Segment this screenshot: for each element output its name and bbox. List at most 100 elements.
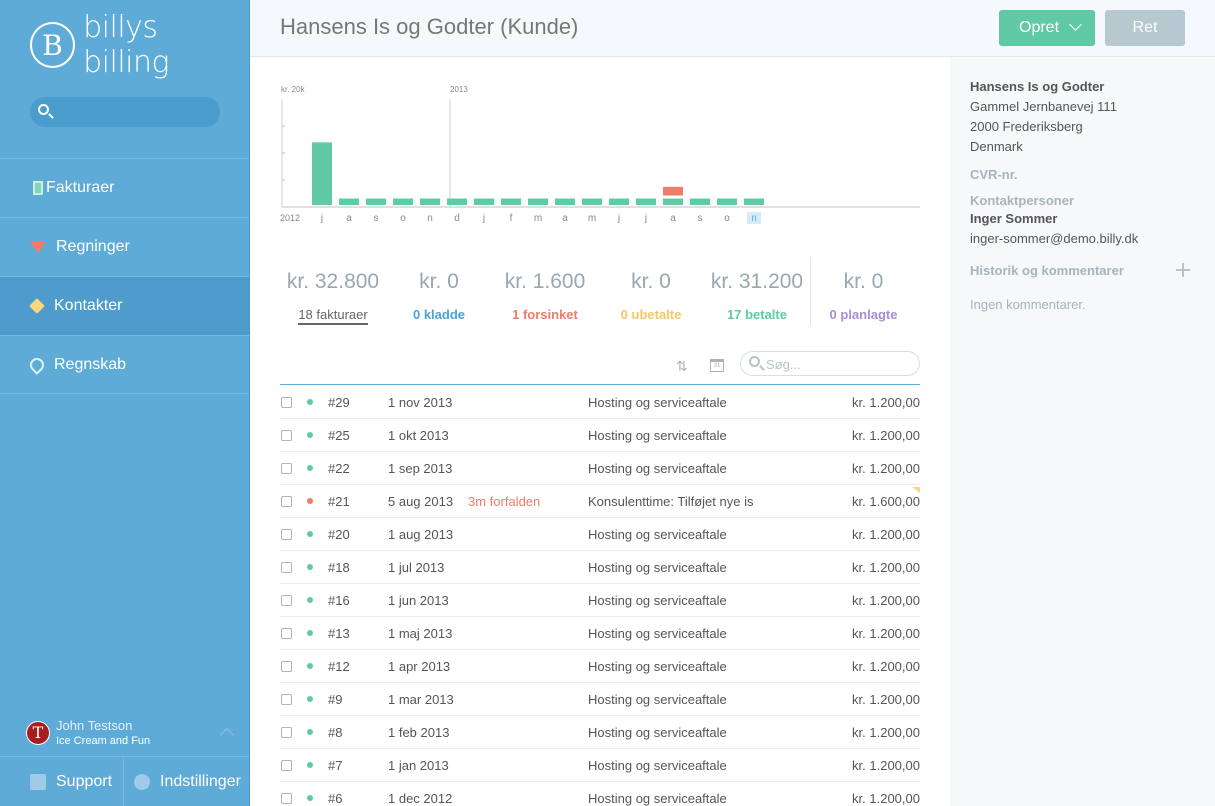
row-checkbox[interactable] <box>281 562 292 573</box>
invoice-date: 1 apr 2013 <box>388 659 451 674</box>
stat-0[interactable]: kr. 32.800 18 fakturaer <box>280 257 386 325</box>
create-button[interactable]: Opret <box>999 10 1095 46</box>
invoice-date: 1 dec 2012 <box>388 791 453 806</box>
add-comment-icon[interactable] <box>1176 263 1190 277</box>
stat-4[interactable]: kr. 31.200 17 betalte <box>704 257 810 325</box>
stat-5[interactable]: kr. 0 0 planlagte <box>810 257 916 325</box>
main-content: kr. 20k 2013 2012 j a s o n d j f m a m j j a s o n kr. 32.… <box>250 57 950 806</box>
support-button[interactable]: Support <box>0 757 124 806</box>
search-icon <box>38 104 49 115</box>
create-label: Opret <box>1019 19 1060 36</box>
invoice-amount: kr. 1.200,00 <box>852 692 920 707</box>
stat-3[interactable]: kr. 0 0 ubetalte <box>598 257 704 325</box>
invoice-amount: kr. 1.200,00 <box>852 758 920 773</box>
gear-icon <box>134 774 150 790</box>
x-tick-label: m <box>534 213 542 224</box>
stat-label: 17 betalte <box>727 307 787 322</box>
list-search[interactable] <box>740 351 920 376</box>
invoice-description: Konsulenttime: Tilføjet nye is <box>588 494 754 509</box>
no-comments: Ingen kommentarer. <box>970 297 1086 312</box>
main-nav: Fakturaer Regninger Kontakter Regnskab <box>0 158 249 394</box>
logo[interactable]: B billys billing <box>30 10 249 80</box>
user-menu[interactable]: T John Testson Ice Cream and Fun <box>26 718 150 747</box>
invoice-description: Hosting og serviceaftale <box>588 527 727 542</box>
nav-item-regnskab[interactable]: Regnskab <box>0 335 249 394</box>
bar <box>447 198 467 205</box>
sidebar-search-input[interactable] <box>58 97 208 127</box>
invoice-number: #18 <box>328 560 350 575</box>
contact-panel: Hansens Is og Godter Gammel Jernbanevej … <box>950 57 1215 806</box>
bar <box>312 142 332 205</box>
user-name: John Testson <box>56 718 133 733</box>
table-row[interactable]: #7 1 jan 2013 Hosting og serviceaftale kr. … <box>280 749 920 782</box>
status-dot <box>307 399 313 405</box>
y-max-label: kr. 20k <box>281 85 306 94</box>
settings-button[interactable]: Indstillinger <box>124 757 241 806</box>
invoice-list: #29 1 nov 2013 Hosting og serviceaftale kr.… <box>280 386 920 806</box>
nav-label: Regnskab <box>54 355 127 373</box>
invoice-description: Hosting og serviceaftale <box>588 725 727 740</box>
settings-label: Indstillinger <box>160 773 241 790</box>
table-row[interactable]: #8 1 feb 2013 Hosting og serviceaftale kr. … <box>280 716 920 749</box>
row-checkbox[interactable] <box>281 430 292 441</box>
row-checkbox[interactable] <box>281 529 292 540</box>
stat-2[interactable]: kr. 1.600 1 forsinket <box>492 257 598 325</box>
row-checkbox[interactable] <box>281 661 292 672</box>
status-dot <box>307 531 313 537</box>
sidebar-search[interactable] <box>30 97 220 127</box>
table-row[interactable]: #20 1 aug 2013 Hosting og serviceaftale kr.… <box>280 518 920 551</box>
x-tick-label: o <box>400 213 406 224</box>
nav-item-regninger[interactable]: Regninger <box>0 217 249 276</box>
list-search-input[interactable] <box>766 355 911 373</box>
table-row[interactable]: #29 1 nov 2013 Hosting og serviceaftale kr.… <box>280 386 920 419</box>
contact-person-email[interactable]: inger-sommer@demo.billy.dk <box>970 231 1139 246</box>
nav-item-kontakter[interactable]: Kontakter <box>0 276 249 335</box>
table-row[interactable]: #18 1 jul 2013 Hosting og serviceaftale kr.… <box>280 551 920 584</box>
stat-1[interactable]: kr. 0 0 kladde <box>386 257 492 325</box>
bar <box>393 198 413 205</box>
invoice-number: #6 <box>328 791 343 806</box>
table-row[interactable]: #25 1 okt 2013 Hosting og serviceaftale kr.… <box>280 419 920 452</box>
x-tick-label: a <box>562 213 568 224</box>
row-checkbox[interactable] <box>281 793 292 804</box>
invoice-date: 5 aug 2013 <box>388 494 454 509</box>
status-dot <box>307 597 313 603</box>
invoice-date: 1 okt 2013 <box>388 428 449 443</box>
cvr-label: CVR-nr. <box>970 167 1018 182</box>
stat-label: 1 forsinket <box>512 307 578 322</box>
table-row[interactable]: #22 1 sep 2013 Hosting og serviceaftale kr.… <box>280 452 920 485</box>
sort-icon[interactable]: ⇅ <box>676 358 688 374</box>
table-row[interactable]: #16 1 jun 2013 Hosting og serviceaftale kr.… <box>280 584 920 617</box>
row-checkbox[interactable] <box>281 727 292 738</box>
x-tick-label: d <box>454 213 460 224</box>
row-checkbox[interactable] <box>281 628 292 639</box>
bar <box>636 198 656 205</box>
table-row[interactable]: #12 1 apr 2013 Hosting og serviceaftale kr.… <box>280 650 920 683</box>
x-tick-label: f <box>510 213 513 224</box>
x-tick-label: n <box>427 213 433 224</box>
table-row[interactable]: #13 1 maj 2013 Hosting og serviceaftale kr.… <box>280 617 920 650</box>
list-toolbar: ⇅ 31 <box>280 349 920 385</box>
chevron-up-icon[interactable] <box>219 727 235 743</box>
row-checkbox[interactable] <box>281 760 292 771</box>
invoice-date: 1 jan 2013 <box>388 758 449 773</box>
nav-label: Regninger <box>56 238 130 255</box>
nav-item-fakturaer[interactable]: Fakturaer <box>0 158 249 217</box>
row-checkbox[interactable] <box>281 694 292 705</box>
invoice-amount: kr. 1.200,00 <box>852 626 920 641</box>
row-checkbox[interactable] <box>281 463 292 474</box>
table-row[interactable]: #21 5 aug 2013 3m forfalden Konsulenttime: … <box>280 485 920 518</box>
calendar-icon[interactable]: 31 <box>710 359 724 372</box>
edit-button[interactable]: Ret <box>1105 10 1185 46</box>
row-checkbox[interactable] <box>281 397 292 408</box>
table-row[interactable]: #9 1 mar 2013 Hosting og serviceaftale kr. … <box>280 683 920 716</box>
invoice-date: 1 aug 2013 <box>388 527 454 542</box>
invoice-description: Hosting og serviceaftale <box>588 461 727 476</box>
status-dot <box>307 564 313 570</box>
invoice-chart: kr. 20k 2013 2012 j a s o n d j f m a m j j a s o n <box>280 81 920 231</box>
invoice-amount: kr. 1.200,00 <box>852 461 920 476</box>
table-row[interactable]: #6 1 dec 2012 Hosting og serviceaftale kr. … <box>280 782 920 806</box>
invoice-number: #8 <box>328 725 343 740</box>
row-checkbox[interactable] <box>281 496 292 507</box>
row-checkbox[interactable] <box>281 595 292 606</box>
